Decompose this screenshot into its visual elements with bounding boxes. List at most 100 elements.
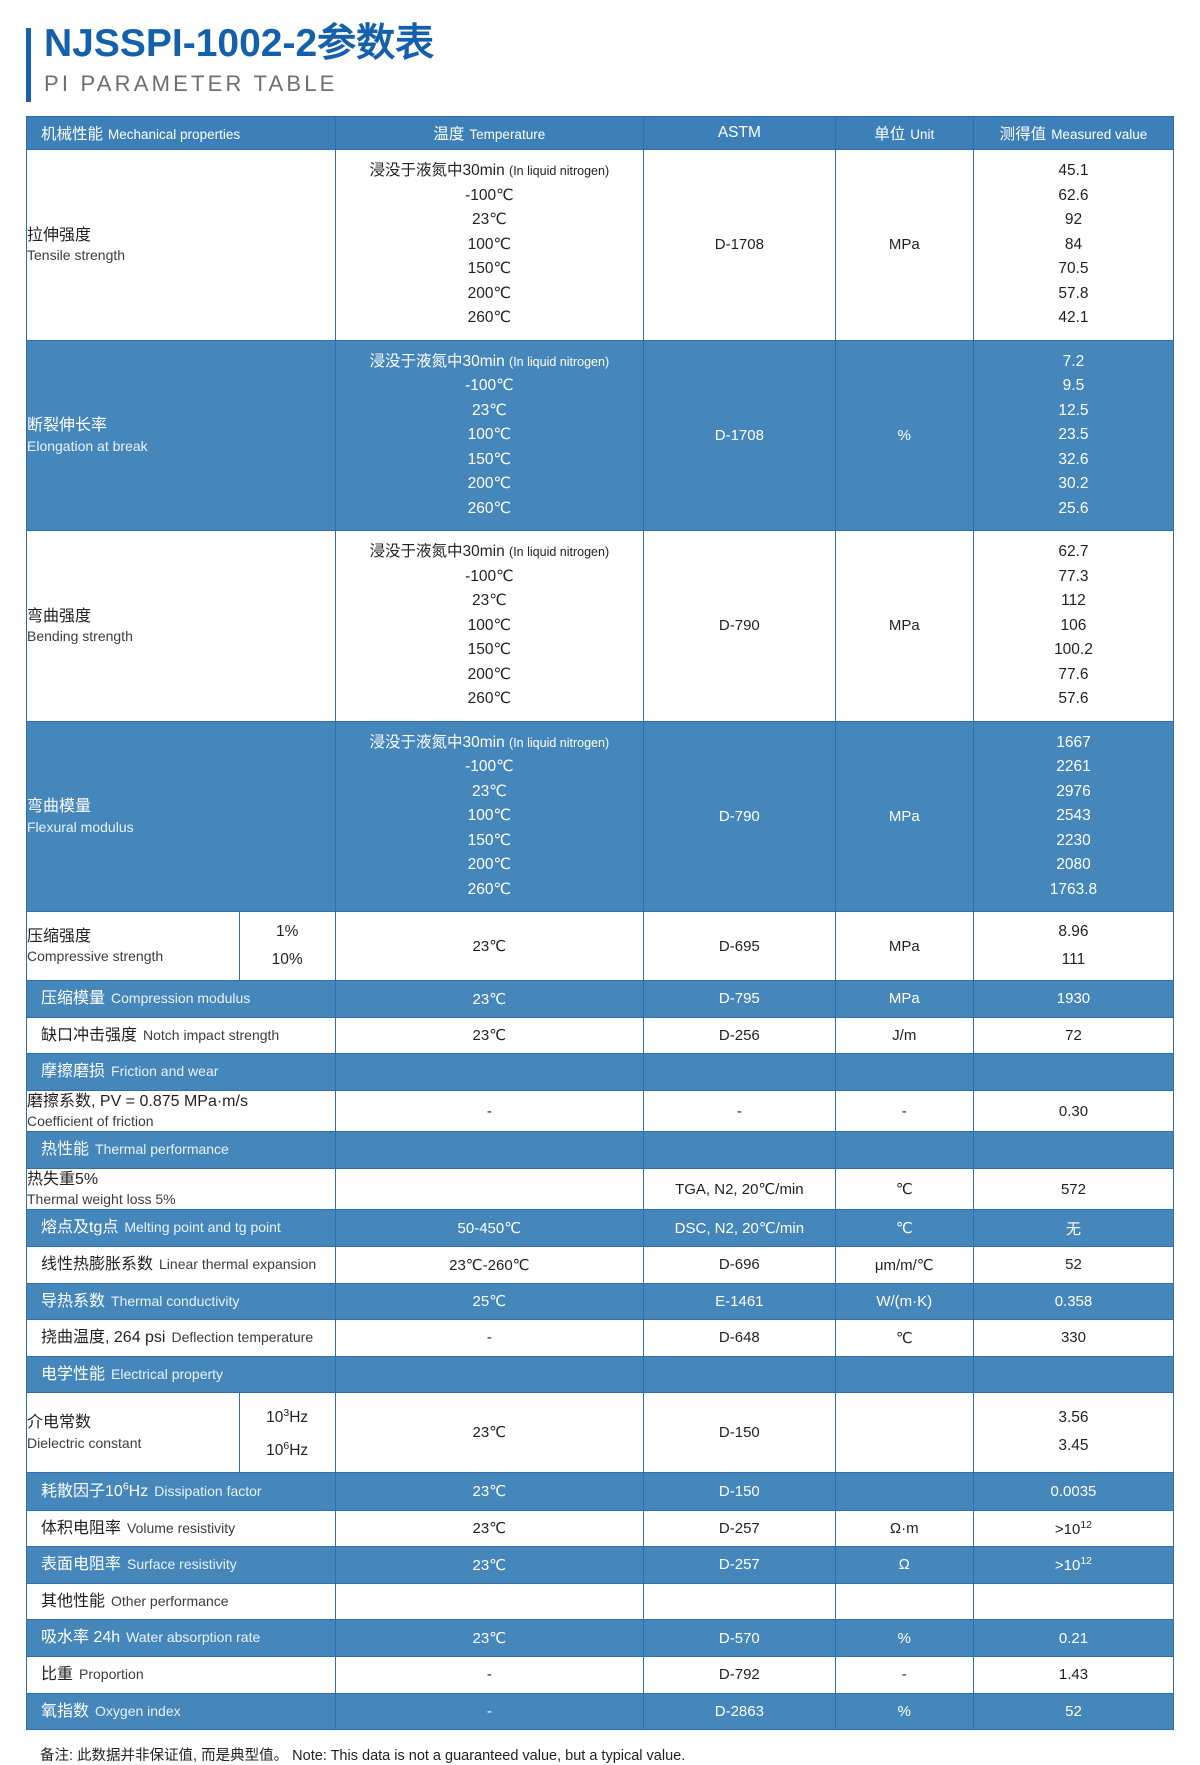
temperature-line: 200℃ (467, 856, 511, 873)
table-section-header-row: 其他性能 Other performance (26, 1582, 1175, 1621)
property-name-cell: 热失重5% Thermal weight loss 5% (26, 1167, 336, 1211)
astm-cell (643, 1355, 836, 1394)
property-name-cn: 导热系数 (41, 1292, 106, 1310)
property-name-cn: 热失重5% (27, 1170, 99, 1188)
property-name-cell: 耗散因子106Hz Dissipation factor (26, 1471, 336, 1511)
column-header-temperature: 温度 Temperature (334, 116, 645, 150)
property-name-en: Dissipation factor (154, 1482, 262, 1499)
unit-cell: ℃ (834, 1209, 974, 1247)
temperature-line: 200℃ (467, 475, 511, 492)
measured-value-cell (972, 1053, 1175, 1091)
property-name-cn: 磨擦系数, PV = 0.875 MPa·m/s (27, 1092, 248, 1110)
temperature-cell (334, 1582, 645, 1621)
measured-value-cell: 572 (972, 1167, 1175, 1211)
measured-value-line: 3.56 (1058, 1409, 1089, 1427)
measured-value-line: 45.1 (1058, 162, 1089, 179)
unit-cell: MPa (834, 720, 974, 912)
temperature-cell (334, 1131, 645, 1169)
unit-cell: % (834, 1692, 974, 1731)
measured-value-line: 77.6 (1058, 665, 1089, 683)
measured-value-line: 57.6 (1058, 690, 1089, 707)
unit-cell: ℃ (834, 1319, 974, 1357)
temperature-line: 23℃ (471, 592, 507, 609)
property-name-cell: 压缩强度 Compressive strength (26, 911, 240, 981)
measured-value-cell: 1667 2261 2976 2543 2230 2080 1763.8 (972, 720, 1175, 912)
property-name-cn: 比重 (41, 1665, 74, 1683)
measured-value-cell: 1.43 (972, 1655, 1175, 1694)
footnote: 备注: 此数据并非保证值, 而是典型值。 Note: This data is … (26, 1744, 1174, 1765)
title-chinese: NJSSPI-1002-2参数表 (44, 22, 435, 65)
property-name-cell: 表面电阻率 Surface resistivity (26, 1546, 336, 1584)
unit-cell: - (834, 1089, 974, 1133)
property-name-cn: 体积电阻率 (41, 1519, 122, 1537)
table-row: 压缩模量 Compression modulus 23℃ D-795 MPa 19… (26, 980, 1175, 1018)
temperature-line: 浸没于液氮中30min (In liquid nitrogen) (369, 352, 610, 370)
datasheet-page: NJSSPI-1002-2参数表 PI PARAMETER TABLE 机械性能… (26, 22, 1175, 1764)
measured-value-line: 111 (1061, 951, 1086, 968)
table-row: 线性热膨胀系数 Linear thermal expansion 23℃-260℃… (26, 1245, 1175, 1284)
measured-value-cell: 52 (972, 1245, 1175, 1284)
measured-value-line: 12.5 (1058, 401, 1089, 419)
page-title: NJSSPI-1002-2参数表 PI PARAMETER TABLE (26, 22, 1174, 102)
table-row: 导热系数 Thermal conductivity 25℃ E-1461 W/(m… (26, 1282, 1175, 1321)
temperature-cell (334, 1355, 645, 1394)
measured-value-line: 92 (1064, 211, 1083, 228)
sub-label: 10% (271, 951, 303, 968)
unit-cell: MPa (834, 149, 974, 341)
unit-cell (834, 1392, 974, 1473)
temperature-cell: 浸没于液氮中30min (In liquid nitrogen) -100℃ 23℃… (334, 720, 645, 912)
property-name-cn: 弯曲强度 (27, 607, 92, 625)
temperature-line: -100℃ (465, 758, 514, 775)
measured-value-line: 2976 (1056, 782, 1091, 800)
temperature-cell: 23℃ (334, 911, 645, 981)
property-name-en: Coefficient of friction (27, 1113, 154, 1130)
temperature-line: 260℃ (467, 880, 511, 898)
measured-value-cell: 0.358 (972, 1282, 1175, 1321)
astm-cell: D-570 (643, 1619, 836, 1657)
temperature-cell (334, 1053, 645, 1091)
property-name-cn: 电学性能 (41, 1365, 106, 1383)
property-name-cn: 耗散因子106Hz (41, 1480, 149, 1500)
measured-value-cell: >1012 (972, 1546, 1175, 1584)
measured-value-cell: 7.2 9.5 12.5 23.5 32.6 30.2 25.6 (972, 339, 1175, 531)
measured-value-line: 2261 (1056, 758, 1091, 775)
measured-value-cell: 62.7 77.3 112 106 100.2 77.6 57.6 (972, 530, 1175, 722)
measured-value-cell: 0.0035 (972, 1471, 1175, 1511)
unit-cell: % (834, 339, 974, 531)
temperature-line: -100℃ (465, 186, 514, 204)
footnote-english: Note: This data is not a guaranteed valu… (292, 1748, 686, 1765)
measured-value-line: 7.2 (1062, 352, 1085, 370)
table-row-dielectric-constant: 介电常数 Dielectric constant 103Hz 106Hz 23℃ … (26, 1392, 1175, 1473)
table-row: 耗散因子106Hz Dissipation factor 23℃ D-150 0.… (26, 1471, 1175, 1511)
measured-value-line: 30.2 (1058, 475, 1089, 492)
temperature-line: -100℃ (465, 377, 514, 394)
temperature-line: 23℃ (471, 782, 507, 800)
astm-cell: TGA, N2, 20℃/min (643, 1167, 836, 1211)
temperature-cell: - (334, 1692, 645, 1731)
temperature-cell: 浸没于液氮中30min (In liquid nitrogen) -100℃ 23℃… (334, 149, 645, 341)
property-name-cn: 缺口冲击强度 (41, 1026, 138, 1044)
property-name-en: Surface resistivity (127, 1556, 237, 1573)
table-row-group: 拉伸强度 Tensile strength 浸没于液氮中30min (In li… (26, 149, 1175, 341)
measured-value-line: 32.6 (1058, 450, 1089, 468)
measured-value-cell: 330 (972, 1319, 1175, 1357)
property-name-cell: 导热系数 Thermal conductivity (26, 1282, 336, 1321)
sub-label-cell: 103Hz 106Hz (238, 1392, 336, 1473)
astm-cell: D-257 (643, 1546, 836, 1584)
property-name-en: Thermal weight loss 5% (27, 1191, 176, 1208)
temperature-cell: 23℃ (334, 980, 645, 1018)
property-name-en: Other performance (111, 1592, 229, 1609)
measured-value-line: 112 (1061, 592, 1086, 609)
temperature-cell: 25℃ (334, 1282, 645, 1321)
property-name-cell: 压缩模量 Compression modulus (26, 980, 336, 1018)
property-name-en: Volume resistivity (127, 1519, 236, 1536)
unit-cell: μm/m/℃ (834, 1245, 974, 1284)
measured-value-line: 42.1 (1058, 309, 1089, 326)
property-name-cn: 介电常数 (27, 1414, 92, 1432)
property-name-cn: 其他性能 (41, 1592, 106, 1610)
astm-cell: D-790 (643, 720, 836, 912)
measured-value-cell: 3.56 3.45 (972, 1392, 1175, 1473)
table-body: 拉伸强度 Tensile strength 浸没于液氮中30min (In li… (26, 149, 1175, 1731)
property-name-cn: 断裂伸长率 (27, 417, 108, 434)
astm-cell: D-792 (643, 1655, 836, 1694)
